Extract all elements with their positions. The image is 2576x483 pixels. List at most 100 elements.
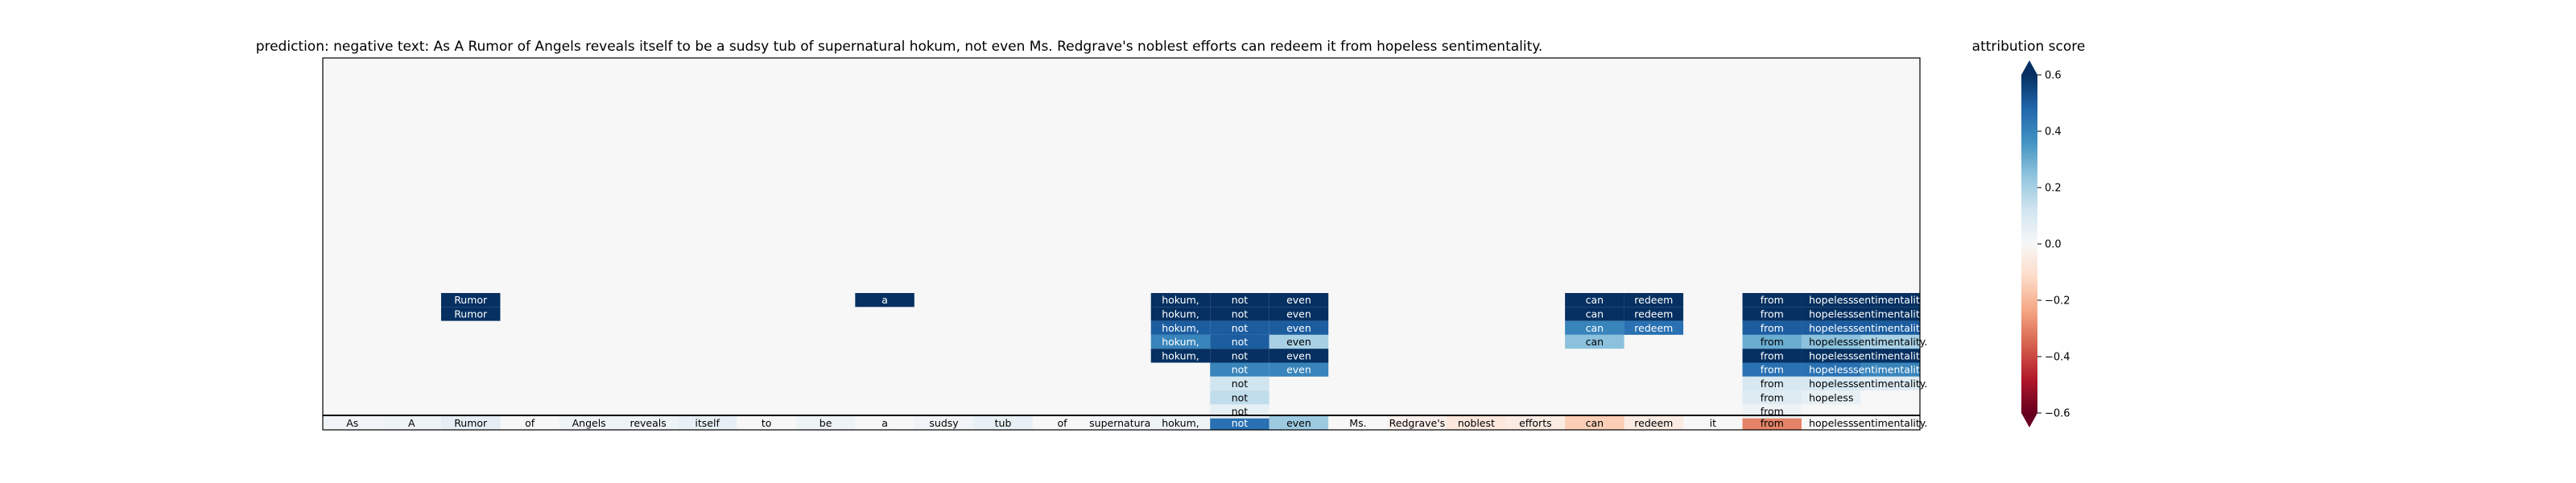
base-token-21-label: can <box>1586 417 1604 429</box>
cluster-token-26-row-6-label: sentimentality. <box>1853 364 1927 376</box>
cluster-token-24-row-7-cell <box>1742 376 1802 391</box>
cluster-token-15-row-6-label: not <box>1232 364 1249 376</box>
cluster-token-24-row-4-label: from <box>1761 336 1784 348</box>
cluster-token-25-row-7-cell <box>1802 376 1861 391</box>
cluster-token-9-row-1-cell <box>855 293 914 308</box>
base-token-5-label: reveals <box>630 417 666 429</box>
cluster-token-26-row-2-label: sentimentality. <box>1853 308 1927 320</box>
cluster-token-24-row-3-label: from <box>1761 322 1784 334</box>
base-token-23-cell <box>1683 416 1743 430</box>
cluster-token-25-row-2-cell <box>1802 307 1861 321</box>
base-token-13-cell <box>1092 416 1151 430</box>
cluster-token-21-row-4-label: can <box>1586 336 1604 348</box>
cluster-token-22-row-1-cell <box>1624 293 1684 308</box>
base-token-11-cell <box>973 416 1033 430</box>
cluster-token-25-row-7-label: hopeless <box>1809 378 1853 390</box>
cluster-token-25-row-8-label: hopeless <box>1809 391 1853 403</box>
cluster-token-26-row-7-cell <box>1860 376 1920 391</box>
cluster-token-26-row-5-cell <box>1860 349 1920 363</box>
base-token-24-label: from <box>1761 417 1784 429</box>
base-token-9-cell <box>855 416 914 430</box>
base-token-22-cell <box>1624 416 1684 430</box>
cluster-token-22-row-2-label: redeem <box>1634 308 1673 320</box>
cluster-token-24-row-7-label: from <box>1761 378 1784 390</box>
cluster-token-21-row-4-cell <box>1565 334 1624 349</box>
cluster-token-14-row-4-cell <box>1150 334 1211 349</box>
base-token-2-cell <box>440 416 501 430</box>
cluster-token-25-row-1-cell <box>1802 293 1861 308</box>
cluster-token-24-row-3-cell <box>1742 320 1802 335</box>
base-token-6-label: itself <box>695 417 720 429</box>
cluster-token-24-row-1-label: from <box>1761 294 1784 306</box>
colorbar-tick-label-4: −0.2 <box>2045 295 2070 308</box>
cluster-token-25-row-5-cell <box>1802 349 1861 363</box>
base-token-23-label: it <box>1710 417 1716 429</box>
base-token-12-cell <box>1032 416 1092 430</box>
cluster-token-14-row-4-label: hokum, <box>1162 336 1199 348</box>
cluster-token-15-row-4-label: not <box>1232 336 1249 348</box>
cluster-token-25-row-3-cell <box>1802 320 1861 335</box>
plot-area <box>323 58 1920 430</box>
cluster-token-26-row-3-cell <box>1860 320 1920 335</box>
cluster-token-2-row-1-cell <box>440 293 501 308</box>
base-token-5-cell <box>618 416 678 430</box>
base-token-4-label: Angels <box>572 417 606 429</box>
cluster-token-21-row-1-cell <box>1565 293 1624 308</box>
cluster-token-15-row-8-label: not <box>1232 391 1249 403</box>
base-token-18-cell <box>1387 416 1447 430</box>
cluster-token-26-row-3-label: sentimentality. <box>1853 322 1927 334</box>
cluster-token-26-row-7-label: sentimentality. <box>1853 378 1927 390</box>
base-token-20-label: efforts <box>1519 417 1552 429</box>
cluster-token-24-row-8-cell <box>1742 390 1802 405</box>
base-token-15-cell <box>1210 416 1269 430</box>
cluster-token-16-row-6-cell <box>1269 362 1329 377</box>
cluster-token-21-row-2-cell <box>1565 307 1624 321</box>
base-token-4-cell <box>559 416 619 430</box>
colorbar-tick-label-6: −0.6 <box>2045 408 2070 420</box>
base-token-19-cell <box>1447 416 1506 430</box>
base-token-6-cell <box>677 416 737 430</box>
base-token-3-label: of <box>525 417 535 429</box>
cluster-token-24-row-9-label: from <box>1761 406 1784 418</box>
cluster-token-26-row-1-cell <box>1860 293 1920 308</box>
cluster-token-25-row-2-label: hopeless <box>1809 308 1853 320</box>
cluster-token-15-row-5-cell <box>1210 349 1269 363</box>
cluster-token-26-row-1-label: sentimentality. <box>1853 294 1927 306</box>
cluster-token-16-row-5-label: even <box>1286 349 1311 361</box>
cluster-token-15-row-7-label: not <box>1232 378 1249 390</box>
cluster-token-25-row-5-label: hopeless <box>1809 349 1853 361</box>
base-token-9-label: a <box>881 417 888 429</box>
base-token-17-label: Ms. <box>1349 417 1366 429</box>
cluster-token-22-row-1-label: redeem <box>1634 294 1673 306</box>
colorbar-title: attribution score <box>1972 39 2086 55</box>
base-token-7-label: to <box>762 417 772 429</box>
base-token-17-cell <box>1328 416 1388 430</box>
cluster-token-2-row-1-label: Rumor <box>454 294 488 306</box>
cluster-token-22-row-3-cell <box>1624 320 1684 335</box>
base-token-8-cell <box>795 416 856 430</box>
base-token-7-cell <box>737 416 796 430</box>
cluster-token-21-row-3-label: can <box>1586 322 1604 334</box>
base-token-16-label: even <box>1286 417 1311 429</box>
cluster-token-16-row-2-label: even <box>1286 308 1311 320</box>
cluster-token-9-row-1-label: a <box>881 294 888 306</box>
cluster-token-15-row-1-cell <box>1210 293 1269 308</box>
base-token-2-label: Rumor <box>454 417 488 429</box>
cluster-token-16-row-1-cell <box>1269 293 1329 308</box>
cluster-token-14-row-2-cell <box>1150 307 1211 321</box>
colorbar-tick-label-1: 0.4 <box>2045 126 2062 138</box>
cluster-token-26-row-5-label: sentimentality. <box>1853 349 1927 361</box>
cluster-token-21-row-2-label: can <box>1586 308 1604 320</box>
cluster-token-2-row-2-label: Rumor <box>454 308 488 320</box>
cluster-token-25-row-4-cell <box>1802 334 1861 349</box>
base-token-25-label: hopeless <box>1809 417 1853 429</box>
colorbar-extend-bottom <box>2021 413 2037 427</box>
cluster-token-15-row-2-label: not <box>1232 308 1249 320</box>
cluster-token-25-row-3-label: hopeless <box>1809 322 1853 334</box>
cluster-token-21-row-3-cell <box>1565 320 1624 335</box>
cluster-token-26-row-6-cell <box>1860 362 1920 377</box>
cluster-token-14-row-3-label: hokum, <box>1162 322 1199 334</box>
base-token-14-label: hokum, <box>1162 417 1199 429</box>
cluster-token-24-row-2-cell <box>1742 307 1802 321</box>
